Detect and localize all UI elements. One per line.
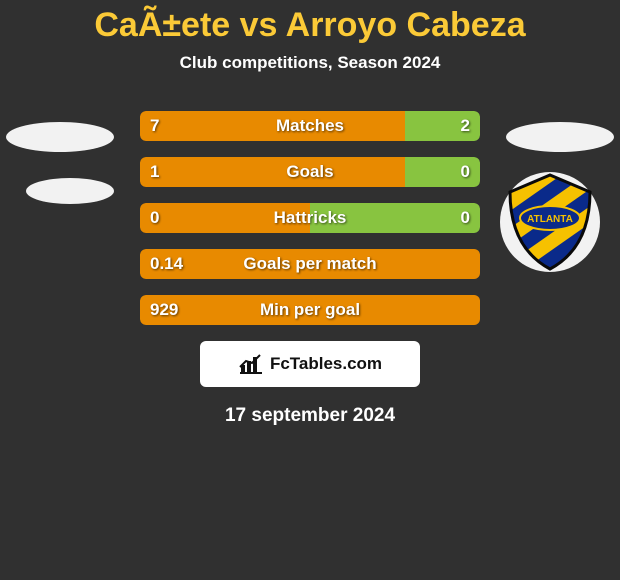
stat-row: 929 Min per goal [140,295,480,325]
stat-value-left: 0 [150,208,159,228]
stat-value-left: 1 [150,162,159,182]
bar-chart-icon [238,353,264,375]
stat-bar-left [140,157,405,187]
stat-label: Matches [276,116,344,136]
stat-row: 0.14 Goals per match [140,249,480,279]
brand-box: FcTables.com [200,341,420,387]
brand-text: FcTables.com [270,354,382,374]
stat-label: Hattricks [274,208,347,228]
stat-value-right: 0 [461,162,470,182]
stat-value-left: 929 [150,300,178,320]
stat-label: Goals per match [243,254,376,274]
stat-row: 1 0 Goals [140,157,480,187]
stat-value-right: 0 [461,208,470,228]
stat-row: 0 0 Hattricks [140,203,480,233]
stat-bar-left [140,111,405,141]
comparison-chart: 7 2 Matches 1 0 Goals 0 0 Hattricks 0.14 Goals per… [0,111,620,325]
stat-row: 7 2 Matches [140,111,480,141]
stat-value-left: 0.14 [150,254,183,274]
page-title: CaÃ±ete vs Arroyo Cabeza [0,0,620,45]
subtitle: Club competitions, Season 2024 [0,53,620,73]
stat-value-right: 2 [461,116,470,136]
stat-label: Min per goal [260,300,360,320]
stat-label: Goals [286,162,333,182]
date-text: 17 september 2024 [0,405,620,427]
stat-value-left: 7 [150,116,159,136]
